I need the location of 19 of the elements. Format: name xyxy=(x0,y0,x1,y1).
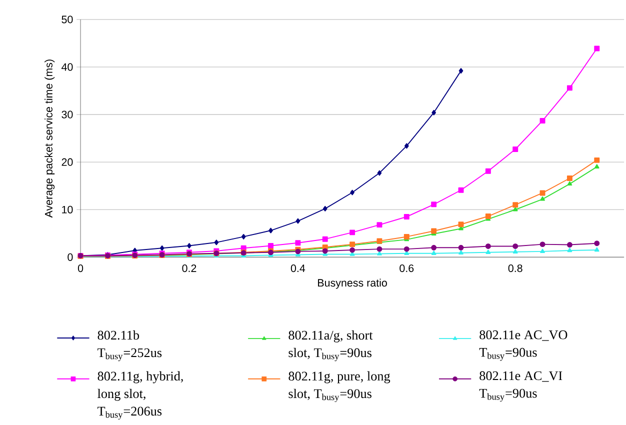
x-tick-label: 0 xyxy=(78,264,84,272)
y-tick-label: 40 xyxy=(62,63,73,71)
legend-label: 802.11e AC_VI T$_{busy}$=90us xyxy=(479,371,562,402)
y-tick-label: 20 xyxy=(62,158,73,166)
x-tick-label: 0.6 xyxy=(400,264,414,272)
y-axis-title: Average packet service time (ms) xyxy=(44,60,55,218)
x-tick-label: 0.2 xyxy=(182,264,196,272)
x-axis-title: Busyness ratio xyxy=(318,278,387,289)
y-tick-label: 10 xyxy=(62,206,73,214)
legend-label: 802.11a/g, short slot, T$_{busy}$=90us xyxy=(288,330,373,362)
legend-label: 802.11b T$_{busy}$=252us xyxy=(98,330,162,362)
legend-label: 802.11e AC_VO T$_{busy}$=90us xyxy=(479,330,568,361)
y-tick-label: 0 xyxy=(68,254,73,262)
x-tick-label: 0.4 xyxy=(290,264,306,272)
y-tick-label: 30 xyxy=(62,110,73,118)
legend-label: 802.11g, pure, long slot, T$_{busy}$=90us xyxy=(288,371,390,402)
y-tick-label: 50 xyxy=(62,16,73,24)
legend-label: 802.11g, hybrid, long slot, T$_{busy}$=206us xyxy=(98,371,183,420)
x-tick-label: 0.8 xyxy=(508,264,522,272)
